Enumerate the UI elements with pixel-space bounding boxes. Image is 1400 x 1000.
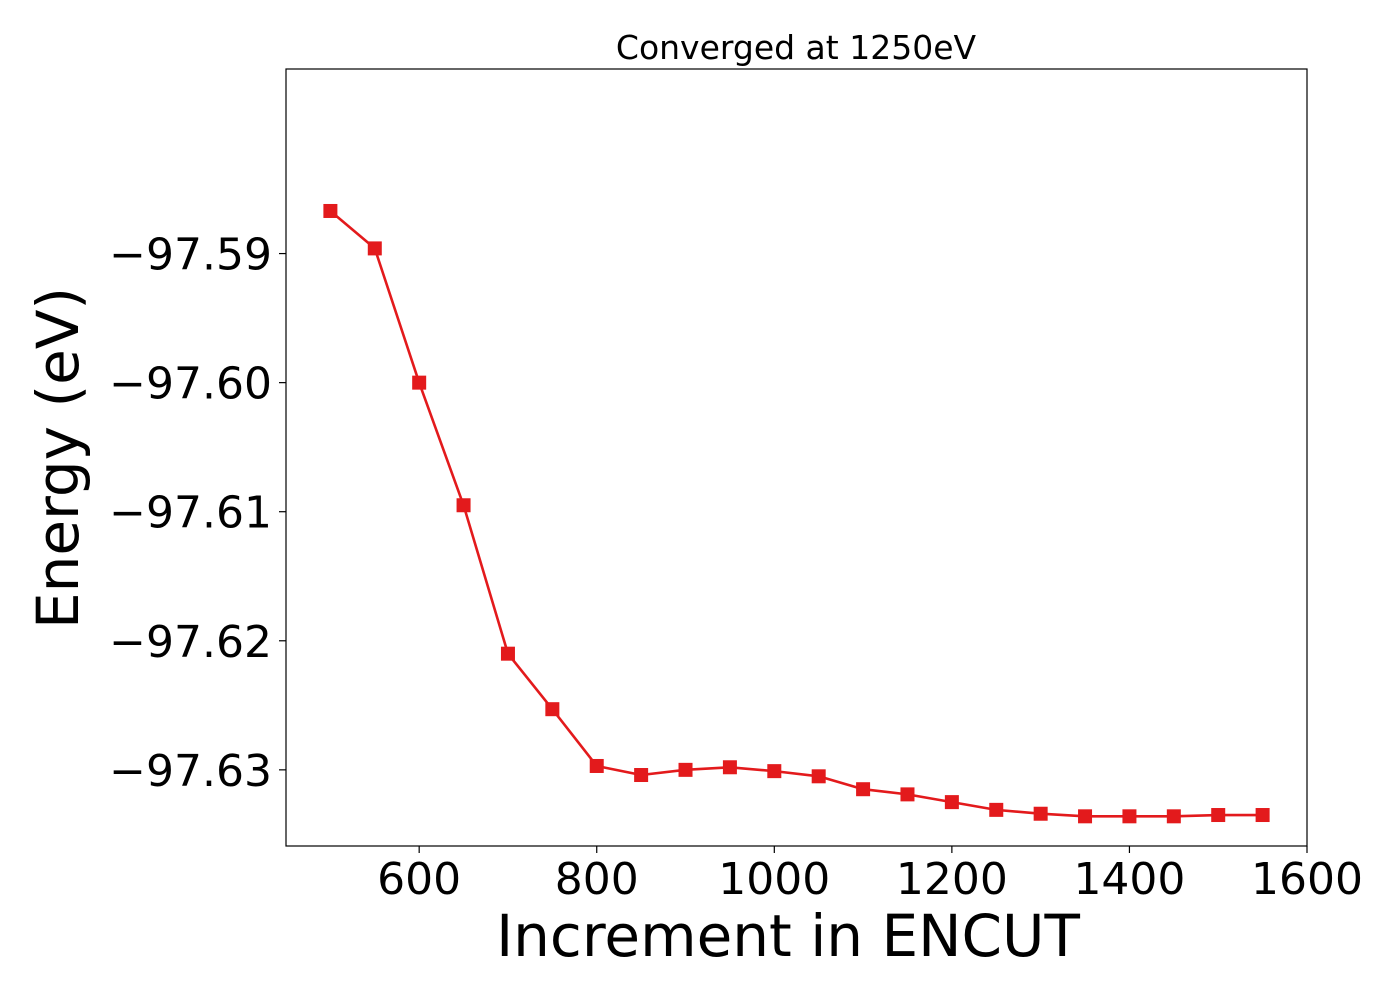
x-tick-label: 600 xyxy=(377,854,461,905)
plot-area-frame xyxy=(285,68,1308,847)
data-point xyxy=(1122,809,1137,824)
data-point xyxy=(900,787,915,802)
data-point xyxy=(456,498,471,513)
chart-title: Converged at 1250eV xyxy=(616,28,977,67)
x-tick-label: 1600 xyxy=(1251,854,1363,905)
data-point xyxy=(1255,808,1270,823)
data-point xyxy=(989,802,1004,817)
x-axis: 600 800 1000 1200 1400 1600 xyxy=(377,846,1363,905)
y-tick-label: −97.62 xyxy=(109,617,272,668)
x-tick-label: 800 xyxy=(555,854,639,905)
data-point xyxy=(367,241,382,256)
data-point xyxy=(634,768,649,783)
y-tick-label: −97.60 xyxy=(109,359,272,410)
data-point xyxy=(589,758,604,773)
data-point xyxy=(1078,809,1093,824)
y-tick-label: −97.63 xyxy=(109,746,272,797)
y-tick-label: −97.61 xyxy=(109,488,272,539)
data-point xyxy=(722,760,737,775)
data-point xyxy=(1211,808,1226,823)
data-point xyxy=(323,203,338,218)
x-tick-label: 1400 xyxy=(1073,854,1185,905)
data-point xyxy=(1033,806,1048,821)
y-axis: −97.59 −97.60 −97.61 −97.62 −97.63 xyxy=(109,230,286,797)
data-point xyxy=(811,769,826,784)
y-tick-label: −97.59 xyxy=(109,230,272,281)
x-tick-label: 1200 xyxy=(896,854,1008,905)
data-point xyxy=(1166,809,1181,824)
data-point xyxy=(944,795,959,810)
y-axis-label: Energy (eV) xyxy=(24,287,92,629)
series-layer xyxy=(323,203,1270,824)
data-point xyxy=(500,646,515,661)
data-point xyxy=(856,782,871,797)
data-point xyxy=(678,762,693,777)
data-point xyxy=(767,764,782,779)
x-axis-label: Increment in ENCUT xyxy=(496,902,1080,970)
x-tick-label: 1000 xyxy=(718,854,830,905)
series-line xyxy=(329,209,1263,818)
data-point xyxy=(545,702,560,717)
data-point xyxy=(412,375,427,390)
